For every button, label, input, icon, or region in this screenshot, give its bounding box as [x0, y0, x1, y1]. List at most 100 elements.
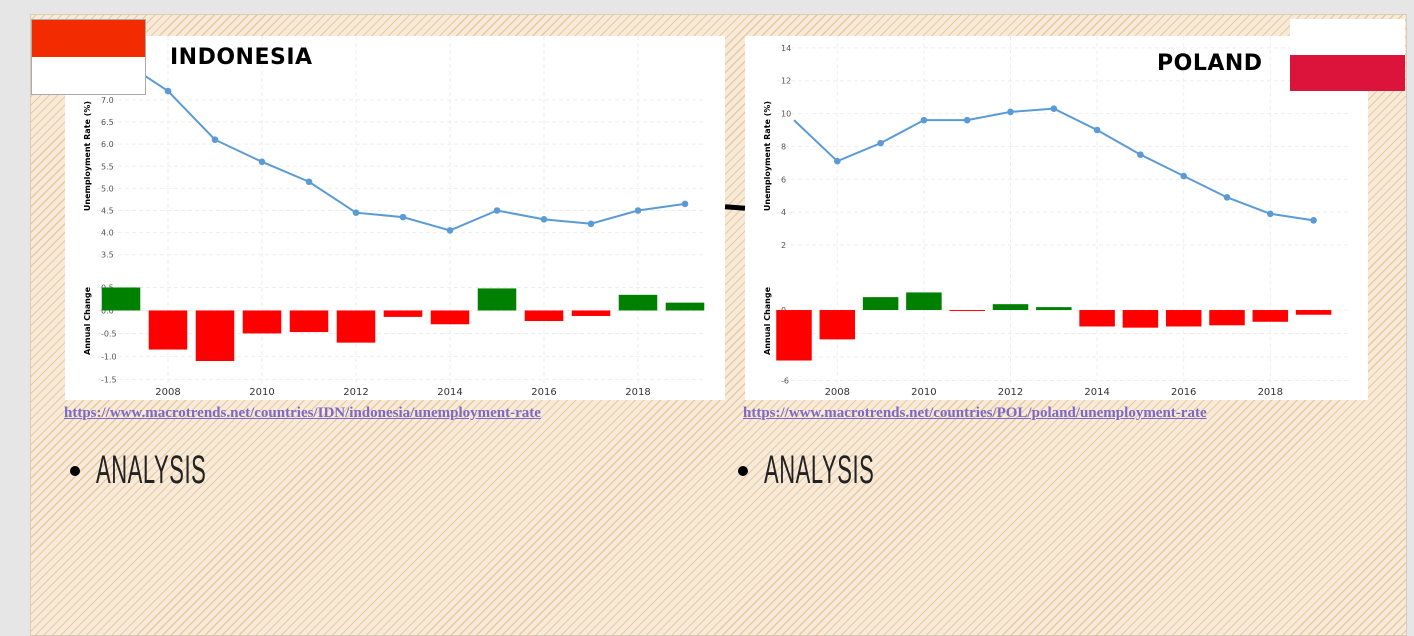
rate-line: [793, 107, 1314, 222]
rate-point: [634, 207, 642, 214]
change-bar: [776, 310, 812, 361]
change-bar: [430, 310, 470, 325]
change-bar: [1252, 310, 1289, 322]
x-tick-label: 2016: [1171, 387, 1196, 398]
y2-tick-label: -1.5: [101, 375, 117, 384]
y-tick-label: 14: [781, 44, 791, 53]
change-bar: [101, 287, 141, 311]
x-tick-label: 2014: [437, 387, 462, 398]
rate-point: [1050, 105, 1058, 112]
y-tick-label: 2: [781, 241, 786, 250]
y-tick-label: 4.5: [101, 207, 114, 216]
x-tick-label: 2012: [998, 387, 1023, 398]
rate-point: [963, 116, 971, 124]
change-bar: [477, 288, 517, 311]
change-bar: [289, 310, 329, 333]
bullet-icon: [70, 465, 80, 476]
rate-point: [258, 158, 266, 166]
rate-point: [1137, 151, 1144, 158]
change-bar: [1122, 310, 1159, 328]
y-tick-label: 5.5: [101, 162, 114, 171]
indonesia-source-link[interactable]: https://www.macrotrends.net/countries/ID…: [64, 405, 541, 421]
rate-point: [540, 216, 548, 223]
analysis-text: ANALYSIS: [96, 448, 207, 492]
indonesia-title: INDONESIA: [170, 45, 313, 70]
y-tick-label: 5.0: [101, 184, 114, 193]
y-tick-label: 10: [781, 110, 791, 119]
rate-line: [120, 59, 686, 232]
rate-point: [493, 207, 501, 214]
rate-point: [920, 116, 928, 124]
change-bar: [618, 294, 658, 311]
change-bar: [819, 310, 856, 340]
x-tick-label: 2008: [825, 387, 850, 398]
x-tick-label: 2014: [1084, 387, 1109, 398]
rate-point: [1180, 172, 1187, 180]
poland-analysis-bullet: ANALYSIS: [738, 448, 965, 493]
x-tick-label: 2010: [911, 387, 936, 398]
analysis-text: ANALYSIS: [764, 448, 875, 492]
change-bar: [949, 310, 985, 312]
change-bar: [1036, 307, 1072, 311]
y2-tick-label: -6: [781, 376, 789, 385]
change-bar: [148, 310, 188, 350]
indonesia-analysis-bullet: ANALYSIS: [70, 448, 297, 493]
x-tick-label: 2016: [531, 387, 556, 398]
x-tick-label: 2018: [1258, 387, 1283, 398]
poland-flag: [1290, 19, 1405, 91]
x-tick-label: 2018: [625, 387, 650, 398]
poland-title: POLAND: [1157, 51, 1263, 76]
y-tick-label: 4: [781, 208, 786, 217]
change-bar: [195, 310, 235, 362]
indonesia-chart: 2008 2010 2012 2014 2016 2018 3.5 4.0 4.5 5.0 5.5 6…: [65, 36, 725, 400]
x-tick-label: 2008: [155, 387, 180, 398]
y-tick-label: 12: [781, 77, 791, 86]
poland-source-link[interactable]: https://www.macrotrends.net/countries/PO…: [743, 405, 1207, 421]
y-tick-label: 6.5: [101, 118, 114, 127]
rate-point: [211, 136, 219, 144]
change-bar: [383, 310, 423, 317]
x-tick-label: 2010: [249, 387, 274, 398]
change-bar: [992, 304, 1029, 311]
change-bar: [336, 310, 376, 343]
rate-point: [164, 87, 172, 95]
y-axis-label: Unemployment Rate (%): [83, 101, 92, 211]
rate-point: [877, 139, 884, 147]
change-bar: [1165, 310, 1202, 327]
rate-point: [834, 157, 841, 165]
rate-point: [305, 178, 313, 186]
y-axis-label: Unemployment Rate (%): [763, 101, 772, 211]
y2-axis-label: Annual Change: [763, 286, 772, 355]
y2-tick-label: 0.0: [101, 306, 114, 315]
y2-tick-label: -1.0: [101, 352, 117, 361]
y-tick-label: 3.5: [101, 251, 114, 260]
bullet-icon: [738, 465, 748, 476]
y-tick-label: 7.0: [101, 96, 114, 105]
rate-point: [1007, 108, 1014, 116]
rate-point: [681, 200, 689, 208]
rate-point: [587, 220, 595, 228]
rate-point: [1310, 217, 1317, 224]
change-bar: [1295, 310, 1332, 315]
change-bar: [1209, 310, 1245, 326]
change-bar: [862, 297, 899, 311]
y2-axis-label: Annual Change: [83, 286, 92, 355]
change-bar: [242, 310, 282, 334]
poland-chart: 2008201020122014201620182468101214-6-4-2…: [745, 36, 1368, 400]
indonesia-flag: [31, 19, 146, 95]
rate-point: [1093, 126, 1101, 134]
change-bar: [524, 310, 564, 322]
change-bar: [906, 292, 942, 311]
change-bar: [665, 302, 705, 311]
x-tick-label: 2012: [343, 387, 368, 398]
y2-tick-label: -0.5: [101, 329, 117, 338]
y-tick-label: 6: [781, 175, 786, 184]
y-tick-label: 8: [781, 142, 786, 151]
change-bar: [571, 310, 611, 316]
rate-point: [352, 209, 360, 217]
y-tick-label: 4.0: [101, 229, 114, 238]
rate-point: [1223, 194, 1231, 201]
rate-point: [399, 213, 407, 221]
rate-point: [1267, 210, 1274, 218]
y-tick-label: 6.0: [101, 140, 114, 149]
